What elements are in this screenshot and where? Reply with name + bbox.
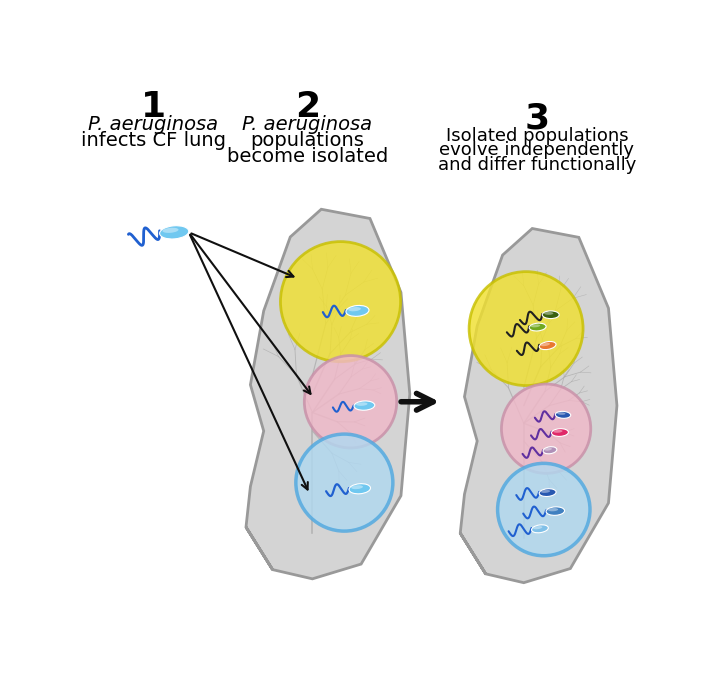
Text: P. aeruginosa: P. aeruginosa — [243, 115, 372, 134]
Polygon shape — [460, 229, 617, 583]
Circle shape — [469, 272, 583, 386]
Ellipse shape — [346, 306, 369, 316]
Ellipse shape — [541, 343, 550, 346]
Ellipse shape — [531, 324, 540, 327]
Text: infects CF lung: infects CF lung — [81, 132, 226, 151]
Ellipse shape — [348, 307, 361, 311]
Circle shape — [281, 242, 400, 362]
Ellipse shape — [552, 429, 568, 436]
Ellipse shape — [541, 490, 550, 493]
Circle shape — [296, 434, 393, 531]
Text: populations: populations — [251, 132, 364, 151]
Text: evolve independently: evolve independently — [439, 142, 634, 160]
Text: Isolated populations: Isolated populations — [446, 127, 628, 145]
Text: P. aeruginosa: P. aeruginosa — [89, 115, 218, 134]
Ellipse shape — [543, 447, 557, 454]
Ellipse shape — [539, 342, 556, 349]
Ellipse shape — [546, 507, 564, 515]
Circle shape — [498, 463, 590, 556]
Ellipse shape — [555, 412, 571, 419]
Ellipse shape — [356, 402, 367, 406]
Text: 2: 2 — [294, 90, 320, 124]
Ellipse shape — [542, 311, 559, 319]
Circle shape — [305, 356, 397, 448]
Ellipse shape — [163, 227, 179, 233]
Ellipse shape — [544, 312, 554, 315]
Ellipse shape — [533, 526, 542, 530]
Ellipse shape — [557, 412, 565, 415]
Ellipse shape — [349, 484, 371, 494]
Ellipse shape — [160, 225, 189, 239]
Ellipse shape — [531, 525, 549, 533]
Text: 3: 3 — [524, 101, 549, 136]
Text: and differ functionally: and differ functionally — [438, 156, 636, 174]
Ellipse shape — [553, 429, 562, 433]
Ellipse shape — [544, 448, 552, 451]
Ellipse shape — [529, 323, 546, 331]
Ellipse shape — [354, 401, 375, 410]
Text: 1: 1 — [141, 90, 166, 124]
Ellipse shape — [351, 485, 363, 489]
Ellipse shape — [548, 508, 558, 511]
Polygon shape — [246, 209, 410, 579]
Text: become isolated: become isolated — [227, 147, 388, 166]
Ellipse shape — [539, 488, 556, 497]
Circle shape — [501, 384, 590, 473]
